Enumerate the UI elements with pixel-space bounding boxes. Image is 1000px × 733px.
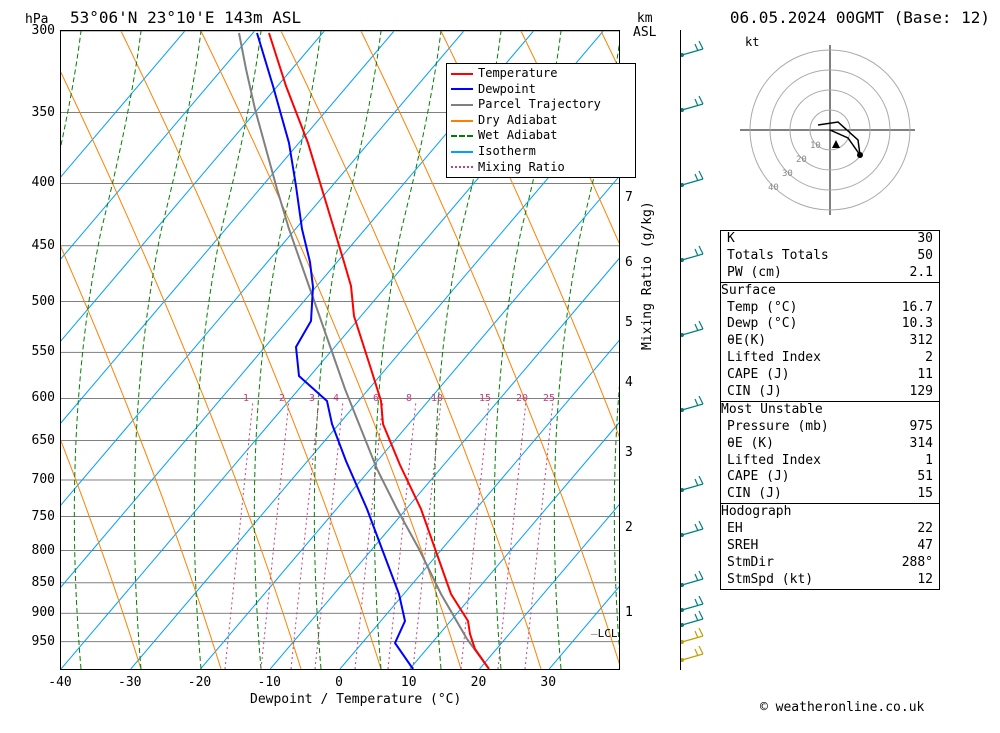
info-row: EH22 [721,521,939,538]
info-row: Temp (°C)16.7 [721,300,939,317]
hodograph-unit-label: kt [745,35,759,49]
temperature-tick: 20 [464,675,494,690]
hodograph: 10203040 [735,40,915,220]
legend-item: Parcel Trajectory [451,97,631,113]
info-row: Lifted Index1 [721,453,939,470]
pressure-tick: 750 [25,509,55,524]
legend-item: Mixing Ratio [451,160,631,176]
mixing-ratio-label: 2 [279,393,285,404]
pressure-tick: 600 [25,390,55,405]
mixing-ratio-label: 6 [373,393,379,404]
info-section-title: Hodograph [721,503,939,521]
info-row: Dewp (°C)10.3 [721,316,939,333]
pressure-tick: 350 [25,105,55,120]
y-axis-right-label: kmASL [633,12,656,41]
pressure-tick: 950 [25,634,55,649]
temperature-tick: -40 [45,675,75,690]
legend-item: Wet Adiabat [451,128,631,144]
indices-table: K30Totals Totals50PW (cm)2.1SurfaceTemp … [720,230,940,590]
pressure-tick: 500 [25,294,55,309]
temperature-tick: 10 [394,675,424,690]
mixing-ratio-label: 10 [431,393,443,404]
info-row: SREH47 [721,538,939,555]
info-row: Lifted Index2 [721,350,939,367]
datetime-header: 06.05.2024 00GMT (Base: 12) [730,8,990,27]
pressure-tick: 900 [25,605,55,620]
info-row: CAPE (J)11 [721,367,939,384]
skewt-chart: TemperatureDewpointParcel TrajectoryDry … [60,30,620,670]
altitude-tick: 3 [625,445,633,460]
pressure-tick: 800 [25,543,55,558]
info-row: CIN (J)15 [721,486,939,503]
altitude-tick: 2 [625,520,633,535]
wind-barb-column [680,30,711,670]
mixing-ratio-label: 1 [243,393,249,404]
pressure-tick: 300 [25,23,55,38]
svg-text:40: 40 [768,183,779,193]
info-row: K30 [721,231,939,248]
svg-text:30: 30 [782,169,793,179]
mixing-ratio-label: 3 [309,393,315,404]
mixing-ratio-axis-label: Mixing Ratio (g/kg) [640,201,655,350]
info-row: CIN (J)129 [721,384,939,401]
info-section-title: Most Unstable [721,401,939,419]
info-row: PW (cm)2.1 [721,265,939,282]
svg-text:20: 20 [796,155,807,165]
temperature-tick: 0 [324,675,354,690]
info-row: θE(K)312 [721,333,939,350]
altitude-tick: 1 [625,605,633,620]
altitude-tick: 7 [625,190,633,205]
legend-item: Dewpoint [451,82,631,98]
legend-item: Temperature [451,66,631,82]
info-row: CAPE (J)51 [721,469,939,486]
pressure-tick: 700 [25,472,55,487]
pressure-tick: 850 [25,575,55,590]
altitude-tick: 6 [625,255,633,270]
location-header: 53°06'N 23°10'E 143m ASL [70,8,301,27]
mixing-ratio-label: 15 [479,393,491,404]
legend-item: Isotherm [451,144,631,160]
copyright-label: © weatheronline.co.uk [760,700,924,715]
info-section-title: Surface [721,282,939,300]
info-row: StmSpd (kt)12 [721,572,939,589]
mixing-ratio-label: 4 [333,393,339,404]
info-row: θE (K)314 [721,436,939,453]
svg-text:10: 10 [810,141,821,151]
temperature-tick: -10 [254,675,284,690]
legend-item: Dry Adiabat [451,113,631,129]
altitude-tick: 5 [625,315,633,330]
mixing-ratio-label: 20 [516,393,528,404]
altitude-tick: 4 [625,375,633,390]
x-axis-label: Dewpoint / Temperature (°C) [250,692,461,707]
info-row: Totals Totals50 [721,248,939,265]
pressure-tick: 650 [25,433,55,448]
mixing-ratio-label: 8 [406,393,412,404]
temperature-tick: -30 [115,675,145,690]
pressure-tick: 400 [25,175,55,190]
lcl-label: —LCL [591,627,618,640]
legend-box: TemperatureDewpointParcel TrajectoryDry … [446,63,636,178]
mixing-ratio-label: 25 [543,393,555,404]
info-row: Pressure (mb)975 [721,419,939,436]
pressure-tick: 450 [25,238,55,253]
info-row: StmDir288° [721,555,939,572]
pressure-tick: 550 [25,344,55,359]
temperature-tick: -20 [185,675,215,690]
temperature-tick: 30 [533,675,563,690]
